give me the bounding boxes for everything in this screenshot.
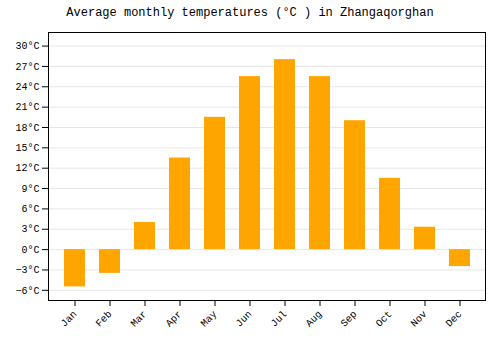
svg-text:−3°C: −3°C xyxy=(15,265,39,276)
svg-text:3°C: 3°C xyxy=(21,224,39,235)
svg-text:30°C: 30°C xyxy=(15,41,39,52)
svg-text:27°C: 27°C xyxy=(15,62,39,73)
svg-text:Jan: Jan xyxy=(59,309,80,330)
svg-text:Dec: Dec xyxy=(444,309,465,330)
svg-text:12°C: 12°C xyxy=(15,163,39,174)
svg-text:−6°C: −6°C xyxy=(15,286,39,297)
svg-text:Oct: Oct xyxy=(374,309,395,330)
svg-text:May: May xyxy=(199,309,220,330)
svg-text:Nov: Nov xyxy=(409,309,430,330)
svg-text:Feb: Feb xyxy=(94,309,115,330)
svg-text:Mar: Mar xyxy=(129,309,150,330)
html-text:Average monthly temperatures (: Average monthly temperatures (°C ) in Zh… xyxy=(66,6,434,20)
svg-text:24°C: 24°C xyxy=(15,82,39,93)
svg-text:Sep: Sep xyxy=(339,309,360,330)
svg-text:Aug: Aug xyxy=(304,309,325,330)
svg-text:18°C: 18°C xyxy=(15,123,39,134)
svg-text:21°C: 21°C xyxy=(15,102,39,113)
svg-text:Jul: Jul xyxy=(269,309,290,330)
svg-text:Apr: Apr xyxy=(164,309,185,330)
svg-text:6°C: 6°C xyxy=(21,204,39,215)
svg-text:15°C: 15°C xyxy=(15,143,39,154)
svg-text:0°C: 0°C xyxy=(21,245,39,256)
svg-text:Jun: Jun xyxy=(234,309,255,330)
svg-text:9°C: 9°C xyxy=(21,184,39,195)
